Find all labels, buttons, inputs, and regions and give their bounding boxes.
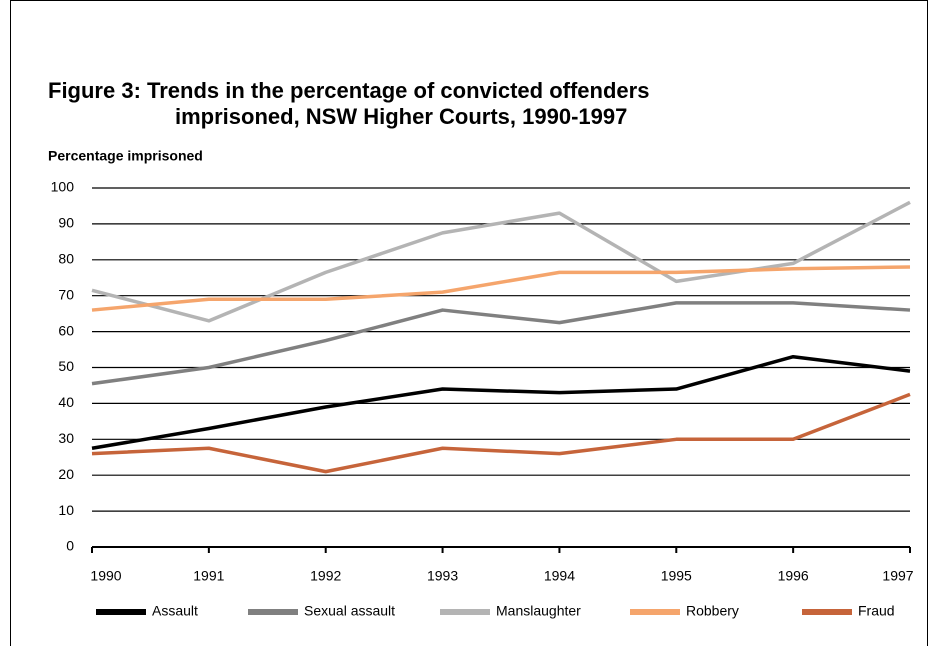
x-tick-label: 1996 (778, 568, 809, 584)
x-tick-label: 1994 (544, 568, 575, 584)
y-tick-label: 70 (58, 286, 74, 302)
y-tick-label: 60 (58, 322, 74, 338)
y-tick-label: 90 (58, 215, 74, 231)
y-tick-label: 30 (58, 430, 74, 446)
series-line (91, 265, 911, 312)
y-tick-label: 20 (58, 466, 74, 482)
y-tick-label: 10 (58, 502, 74, 518)
y-tick-label: 50 (58, 358, 74, 374)
x-tick-label: 1992 (310, 568, 341, 584)
legend-label: Assault (152, 603, 198, 619)
y-tick-label: 40 (58, 394, 74, 410)
legend-label: Fraud (858, 603, 895, 619)
legend-label: Manslaughter (496, 603, 581, 619)
y-axis-label: Percentage imprisoned (48, 148, 203, 164)
series-line (91, 200, 911, 323)
series-line (91, 301, 911, 386)
chart-title: Figure 3: Trends in the percentage of co… (48, 78, 649, 103)
series-line (91, 354, 911, 451)
series-line (91, 392, 911, 474)
x-tick-label: 1995 (661, 568, 692, 584)
x-tick-label: 1990 (90, 568, 121, 584)
frame (10, 0, 928, 646)
x-tick-label: 1993 (427, 568, 458, 584)
x-tick-label: 1997 (882, 568, 913, 584)
x-tick-label: 1991 (193, 568, 224, 584)
chart-title: imprisoned, NSW Higher Courts, 1990-1997 (175, 104, 627, 129)
y-tick-label: 100 (51, 179, 75, 195)
legend-label: Sexual assault (304, 603, 395, 619)
y-tick-label: 80 (58, 251, 74, 267)
legend-label: Robbery (686, 603, 739, 619)
y-tick-label: 0 (66, 538, 74, 554)
